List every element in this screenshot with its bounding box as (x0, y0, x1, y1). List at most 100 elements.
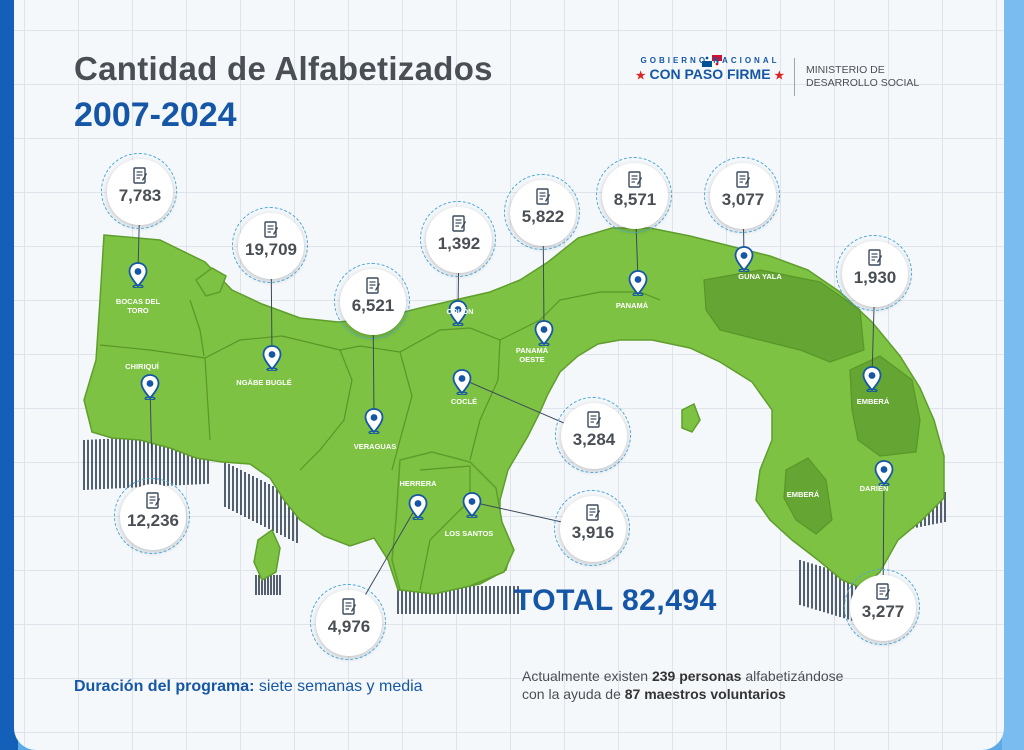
page-title: Cantidad de Alfabetizados (74, 50, 493, 87)
region-label: CHIRIQUÍ (120, 362, 164, 371)
map-pin-icon (262, 345, 282, 372)
region-label: COCLÉ (444, 397, 484, 406)
region-label-line: GUNA YALA (738, 272, 782, 281)
dashed-ring (704, 157, 780, 233)
dashed-ring (114, 478, 190, 554)
count-value: 3,277 (861, 602, 905, 621)
region-label-line: OESTE (519, 355, 545, 364)
duration-value: siete semanas y media (254, 678, 423, 695)
count-value: 7,783 (118, 186, 162, 205)
duration-label: Duración del programa: (74, 678, 255, 695)
logo-divider (794, 58, 795, 96)
count-bubble: 1,930 (836, 235, 912, 311)
region-label: EMBERÁ (778, 490, 828, 499)
current-text-2a: con la ayuda de (522, 686, 625, 702)
document-pen-icon (868, 249, 882, 266)
dashed-ring (420, 201, 496, 277)
region-label: NGÄBE BUGLÉ (232, 378, 296, 387)
dashed-ring (310, 584, 386, 660)
star-icon: ★ (635, 70, 646, 82)
ministry-line-1: MINISTERIO DE (806, 64, 885, 76)
count-value: 3,284 (572, 430, 616, 449)
map-pin-icon (462, 492, 482, 519)
count-bubble: 4,976 (310, 584, 386, 660)
map-pin-icon (364, 408, 384, 435)
current-people: 239 personas (651, 668, 742, 684)
dashed-ring (334, 263, 410, 339)
region-label-line: COCLÉ (450, 397, 478, 406)
count-bubble: 12,236 (114, 478, 190, 554)
current-participants: Actualmente existen 239 personas alfabet… (522, 667, 843, 703)
current-teachers: 87 maestros voluntarios (624, 686, 786, 702)
right-edge-band (1002, 0, 1024, 750)
region-label: GUNA YALA (734, 272, 786, 281)
document-pen-icon (586, 504, 600, 521)
region-label-line: EMBERÁ (786, 490, 820, 499)
panama-flag-icon (702, 55, 722, 67)
gov-top-text: GOBIERNO NACIONAL (640, 56, 780, 65)
count-value: 3,916 (571, 523, 615, 542)
region-label: HERRERA (396, 479, 440, 488)
count-value: 19,709 (245, 240, 297, 259)
document-pen-icon (366, 277, 380, 294)
count-value: 1,392 (437, 234, 481, 253)
count-value: 3,077 (721, 190, 765, 209)
region-label-line: TORO (127, 306, 149, 315)
region-label-line: LOS SANTOS (444, 529, 494, 538)
region-label-line: HERRERA (399, 479, 437, 488)
count-bubble: 8,571 (596, 157, 672, 233)
pearl-island (681, 402, 701, 433)
region-label-line: COLÓN (446, 307, 474, 316)
document-pen-icon (264, 221, 278, 238)
dashed-ring (232, 207, 308, 283)
map-pin-icon (862, 366, 882, 393)
region-label-line: VERAGUAS (353, 442, 397, 451)
count-bubble: 6,521 (334, 263, 410, 339)
region-label: COLÓN (440, 307, 480, 316)
region-label: PANAMÁ (604, 301, 660, 310)
document-pen-icon (146, 492, 160, 509)
program-duration: Duración del programa: siete semanas y m… (74, 678, 423, 696)
count-bubble: 3,284 (555, 397, 631, 473)
current-text-1c: alfabetizándose (741, 668, 844, 684)
region-label: PANAMÁ OESTE (512, 346, 552, 364)
azuero-peninsula (391, 451, 515, 595)
count-value: 5,822 (521, 207, 565, 226)
bocas-islands (194, 267, 227, 297)
document-pen-icon (736, 171, 750, 188)
region-label-line: EMBERÁ (856, 397, 890, 406)
star-icon: ★ (774, 70, 785, 82)
document-pen-icon (876, 583, 890, 600)
count-bubble: 19,709 (232, 207, 308, 283)
count-bubble: 3,077 (704, 157, 780, 233)
count-bubble: 3,277 (844, 569, 920, 645)
count-bubble: 1,392 (420, 201, 496, 277)
count-value: 8,571 (613, 190, 657, 209)
count-bubble: 7,783 (101, 153, 177, 229)
document-pen-icon (628, 171, 642, 188)
dashed-ring (101, 153, 177, 229)
map-pin-icon (408, 494, 428, 521)
coiba-island (253, 528, 281, 582)
province-borders (99, 291, 661, 591)
document-pen-icon (342, 598, 356, 615)
count-bubble: 3,916 (554, 490, 630, 566)
document-pen-icon (452, 215, 466, 232)
region-label-line: NGÄBE BUGLÉ (236, 378, 292, 387)
total-count: TOTAL 82,494 (514, 584, 717, 617)
map-pin-icon (452, 369, 472, 396)
ministry-line-2: DESARROLLO SOCIAL (806, 77, 920, 89)
gov-main-text: CON PASO FIRME (649, 66, 771, 82)
count-value: 6,521 (351, 296, 395, 315)
region-label: LOS SANTOS (434, 529, 504, 538)
government-logo: GOBIERNO NACIONAL ★ CON PASO FIRME ★ (620, 56, 800, 82)
map-pin-icon (448, 300, 468, 327)
dashed-ring (844, 569, 920, 645)
left-edge-band (0, 0, 18, 750)
map-pin-icon (874, 460, 894, 487)
region-label-line: DARIÉN (859, 484, 889, 493)
map-pin-icon (628, 270, 648, 297)
region-label: DARIÉN (852, 484, 896, 493)
count-bubble: 5,822 (504, 174, 580, 250)
region-label: VERAGUAS (346, 442, 404, 451)
